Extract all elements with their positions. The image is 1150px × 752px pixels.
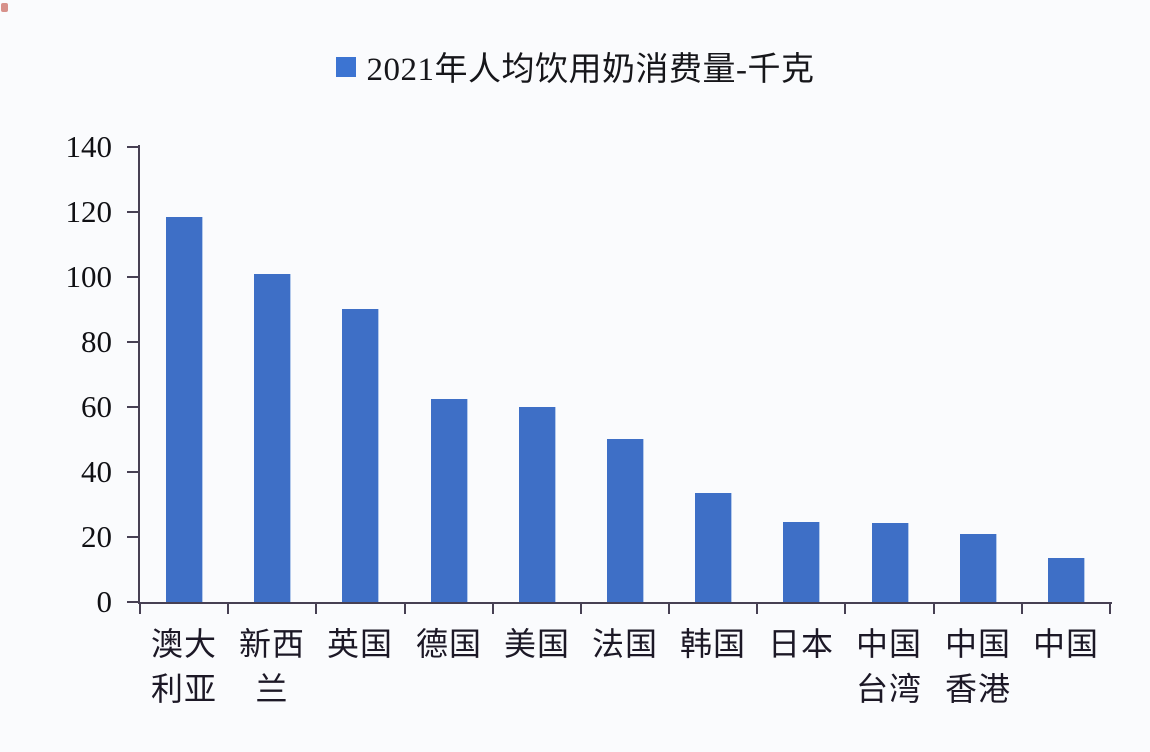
x-category-label-line: 英国: [326, 626, 393, 662]
x-category-label: 日本: [757, 622, 845, 667]
y-tick: [127, 211, 138, 213]
x-tick: [668, 604, 671, 614]
legend-marker-icon: [335, 57, 356, 77]
x-category-label-line: 利亚: [150, 671, 217, 707]
bar: [872, 523, 908, 602]
x-tick: [315, 604, 318, 614]
y-tick: [127, 601, 138, 603]
x-category-label: 中国: [1022, 622, 1110, 667]
x-category-label: 新西兰: [228, 622, 316, 712]
y-tick-label: 100: [65, 259, 113, 294]
x-category-label: 澳大 利亚: [140, 622, 228, 712]
y-tick: [127, 341, 138, 343]
legend-label: 2021年人均饮用奶消费量-千克: [366, 52, 815, 88]
y-tick: [127, 146, 138, 148]
x-category-label-line: 中国: [855, 626, 922, 662]
x-category-label-line: 美国: [503, 626, 570, 662]
y-axis-line: [138, 145, 140, 604]
x-tick: [1109, 604, 1111, 614]
y-tick-label: 140: [65, 129, 113, 164]
bar: [519, 407, 555, 602]
y-tick-label: 80: [81, 324, 112, 359]
x-tick: [1020, 604, 1023, 614]
x-category-label: 韩国: [669, 622, 757, 667]
x-category-label-line: 兰: [255, 671, 289, 707]
y-tick: [127, 276, 138, 278]
x-tick: [227, 604, 230, 614]
x-tick: [139, 604, 141, 614]
x-tick: [491, 604, 494, 614]
y-tick: [127, 406, 138, 408]
x-category-label-line: 韩国: [679, 626, 746, 662]
y-tick-label: 0: [96, 584, 113, 619]
y-tick-label: 40: [81, 454, 112, 489]
y-tick-label: 60: [81, 389, 112, 424]
watermark-speck: [1, 3, 8, 12]
bar: [960, 534, 996, 602]
x-tick: [756, 604, 759, 614]
x-category-label-line: 中国: [1032, 626, 1099, 662]
bar: [166, 217, 202, 602]
bar: [1048, 558, 1084, 602]
x-category-label-line: 德国: [415, 626, 482, 662]
x-tick: [844, 604, 847, 614]
bar: [342, 309, 378, 602]
legend: 2021年人均饮用奶消费量-千克: [0, 42, 1150, 90]
x-category-label-line: 法国: [591, 626, 658, 662]
x-category-label-line: 日本: [767, 626, 834, 662]
x-tick: [932, 604, 935, 614]
x-axis-line: [138, 602, 1112, 604]
x-category-label: 法国: [581, 622, 669, 667]
x-category-label: 中国 台湾: [845, 622, 933, 712]
x-category-label: 英国: [316, 622, 404, 667]
x-category-label-line: 新西: [238, 626, 305, 662]
x-category-label-line: 台湾: [855, 671, 922, 707]
y-tick-label: 20: [81, 519, 112, 554]
bar: [695, 493, 731, 602]
y-tick: [127, 471, 138, 473]
x-category-label-line: 中国: [944, 626, 1011, 662]
bar: [254, 274, 290, 602]
y-tick: [127, 536, 138, 538]
bar: [607, 439, 643, 602]
y-tick-label: 120: [65, 194, 113, 229]
x-category-label-line: 香港: [944, 671, 1011, 707]
x-tick: [403, 604, 406, 614]
x-category-label-line: 澳大: [150, 626, 217, 662]
bar: [783, 522, 819, 602]
x-category-label: 中国 香港: [934, 622, 1022, 712]
x-tick: [579, 604, 582, 614]
x-category-label: 德国: [405, 622, 493, 667]
x-category-label: 美国: [493, 622, 581, 667]
bar: [431, 399, 467, 602]
